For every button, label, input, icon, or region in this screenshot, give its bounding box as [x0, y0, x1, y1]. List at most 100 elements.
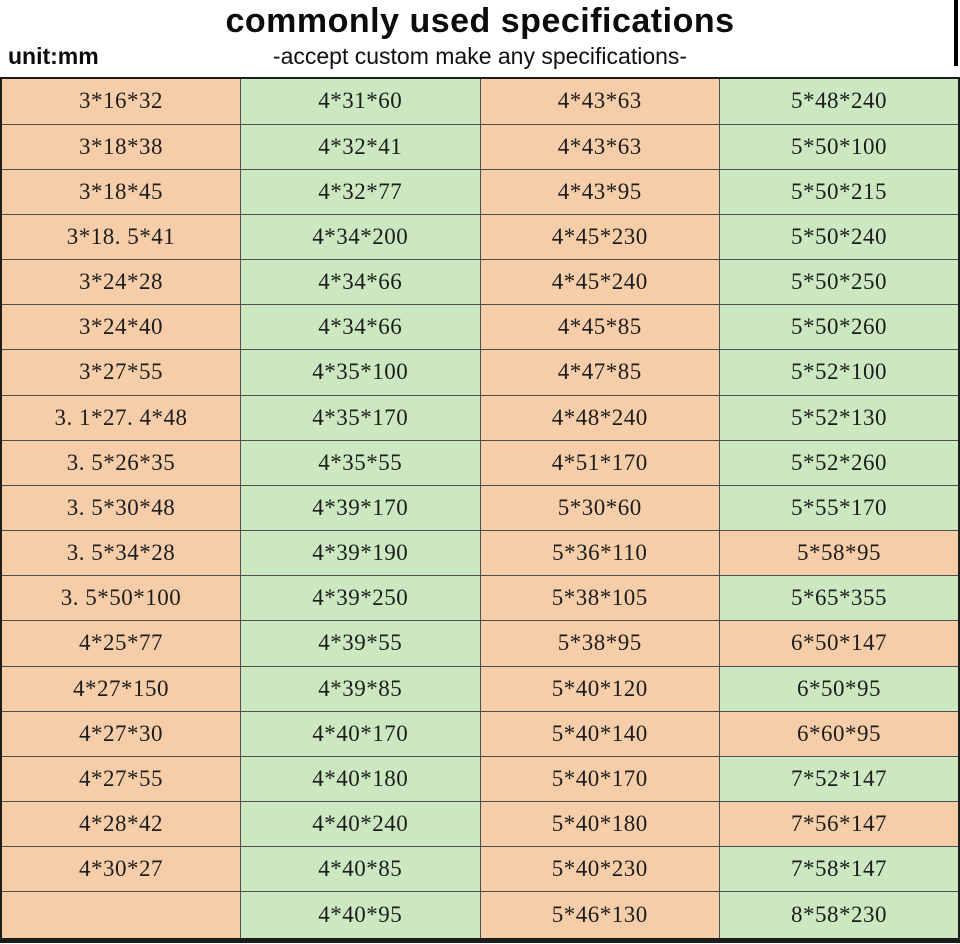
- table-row: 3*24*28 4*34*66 4*45*240 5*50*250: [0, 259, 960, 306]
- spec-cell: 4*39*190: [240, 530, 481, 577]
- spec-cell: 3*18*45: [0, 168, 241, 215]
- spec-cell: 3. 1*27. 4*48: [0, 394, 241, 441]
- spec-cell: 3*18. 5*41: [0, 213, 241, 261]
- table-row: 3*27*55 4*35*100 4*47*85 5*52*100: [0, 349, 960, 396]
- spec-cell: 3*24*28: [0, 259, 241, 306]
- spec-cell: 5*58*95: [719, 530, 960, 577]
- spec-cell: 4*27*55: [0, 755, 241, 803]
- header-edge-line: [954, 0, 958, 66]
- table-row: 3. 5*34*28 4*39*190 5*36*110 5*58*95: [0, 530, 960, 577]
- spec-cell: 3*27*55: [0, 349, 241, 396]
- spec-cell: 5*46*130: [479, 891, 720, 941]
- table-row: 4*40*95 5*46*130 8*58*230: [0, 891, 960, 941]
- spec-cell: 5*50*250: [719, 259, 960, 306]
- table-row: 3. 5*50*100 4*39*250 5*38*105 5*65*355: [0, 575, 960, 622]
- spec-cell: 6*50*147: [719, 620, 960, 667]
- table-row: 3. 5*30*48 4*39*170 5*30*60 5*55*170: [0, 484, 960, 532]
- table-row: 3*16*32 4*31*60 4*43*63 5*48*240: [0, 77, 960, 125]
- spec-cell: 4*32*77: [240, 168, 481, 215]
- spec-cell: 4*30*27: [0, 846, 241, 893]
- table-row: 4*25*77 4*39*55 5*38*95 6*50*147: [0, 620, 960, 667]
- spec-cell: 4*39*170: [240, 484, 481, 532]
- spec-cell: 4*34*200: [240, 213, 481, 261]
- spec-cell: 5*40*120: [479, 665, 720, 712]
- spec-cell: 4*43*63: [479, 123, 720, 170]
- spec-cell: 5*40*140: [479, 710, 720, 757]
- spec-cell: 4*48*240: [479, 394, 720, 441]
- spec-cell: 5*30*60: [479, 484, 720, 532]
- spec-cell: 6*60*95: [719, 710, 960, 757]
- spec-cell: 4*27*150: [0, 665, 241, 712]
- spec-cell: 4*35*100: [240, 349, 481, 396]
- spec-cell: 7*58*147: [719, 846, 960, 893]
- unit-label: unit:mm: [8, 43, 99, 69]
- table-row: 3*18*38 4*32*41 4*43*63 5*50*100: [0, 123, 960, 170]
- spec-cell: 4*45*85: [479, 304, 720, 351]
- spec-cell: 4*39*250: [240, 575, 481, 622]
- table-row: 4*27*55 4*40*180 5*40*170 7*52*147: [0, 755, 960, 803]
- spec-cell: 5*50*240: [719, 213, 960, 261]
- spec-cell: 4*40*170: [240, 710, 481, 757]
- spec-cell: 5*36*110: [479, 530, 720, 577]
- spec-cell: 4*39*85: [240, 665, 481, 712]
- spec-cell: 5*48*240: [719, 77, 960, 125]
- spec-cell: 3*24*40: [0, 304, 241, 351]
- spec-cell: 5*52*260: [719, 439, 960, 486]
- spec-cell: 4*27*30: [0, 710, 241, 757]
- spec-cell: 4*31*60: [240, 77, 481, 125]
- spec-cell: 4*34*66: [240, 259, 481, 306]
- table-row: 4*30*27 4*40*85 5*40*230 7*58*147: [0, 846, 960, 893]
- spec-cell: 4*40*85: [240, 846, 481, 893]
- spec-cell: 4*35*170: [240, 394, 481, 441]
- spec-cell: 4*28*42: [0, 801, 241, 848]
- spec-cell: 3*18*38: [0, 123, 241, 170]
- table-row: 4*28*42 4*40*240 5*40*180 7*56*147: [0, 801, 960, 848]
- spec-cell: 4*47*85: [479, 349, 720, 396]
- table-row: 3. 5*26*35 4*35*55 4*51*170 5*52*260: [0, 439, 960, 486]
- page-subtitle: -accept custom make any specifications-: [272, 43, 688, 69]
- table-row: 4*27*150 4*39*85 5*40*120 6*50*95: [0, 665, 960, 712]
- spec-cell: 5*38*95: [479, 620, 720, 667]
- table-row: 3*18*45 4*32*77 4*43*95 5*50*215: [0, 168, 960, 215]
- spec-cell: 4*40*95: [240, 891, 481, 941]
- spec-cell: 5*40*170: [479, 755, 720, 803]
- spec-cell: 4*43*63: [479, 77, 720, 125]
- spec-cell: 3*16*32: [0, 77, 241, 125]
- spec-cell: 4*51*170: [479, 439, 720, 486]
- spec-cell: 4*35*55: [240, 439, 481, 486]
- spec-cell: 5*40*180: [479, 801, 720, 848]
- spec-cell: 4*34*66: [240, 304, 481, 351]
- spec-cell: 4*45*230: [479, 213, 720, 261]
- table-row: 3*24*40 4*34*66 4*45*85 5*50*260: [0, 304, 960, 351]
- spec-cell: 4*43*95: [479, 168, 720, 215]
- spec-cell: 3. 5*30*48: [0, 484, 241, 532]
- spec-cell: 3. 5*50*100: [0, 575, 241, 622]
- table-row: 3. 1*27. 4*48 4*35*170 4*48*240 5*52*130: [0, 394, 960, 441]
- spec-cell: 6*50*95: [719, 665, 960, 712]
- spec-table-body: 3*16*32 4*31*60 4*43*63 5*48*240 3*18*38 4*32…: [0, 77, 960, 941]
- spec-cell: 7*52*147: [719, 755, 960, 803]
- spec-cell: 7*56*147: [719, 801, 960, 848]
- spec-cell: 4*32*41: [240, 123, 481, 170]
- spec-cell: 4*40*240: [240, 801, 481, 848]
- page-title: commonly used specifications: [225, 2, 735, 40]
- spec-cell: [0, 891, 241, 941]
- spec-cell: 4*39*55: [240, 620, 481, 667]
- spec-cell: 3. 5*34*28: [0, 530, 241, 577]
- spec-cell: 5*40*230: [479, 846, 720, 893]
- spec-cell: 4*40*180: [240, 755, 481, 803]
- spec-table: 3*16*32 4*31*60 4*43*63 5*48*240 3*18*38 4*32…: [0, 77, 960, 943]
- table-row: 4*27*30 4*40*170 5*40*140 6*60*95: [0, 710, 960, 757]
- spec-cell: 5*50*260: [719, 304, 960, 351]
- spec-cell: 5*38*105: [479, 575, 720, 622]
- spec-cell: 5*52*100: [719, 349, 960, 396]
- page-header: commonly used specifications -accept cus…: [0, 0, 960, 77]
- spec-cell: 5*50*100: [719, 123, 960, 170]
- spec-cell: 5*65*355: [719, 575, 960, 622]
- spec-cell: 3. 5*26*35: [0, 439, 241, 486]
- spec-cell: 8*58*230: [719, 891, 960, 941]
- spec-cell: 4*25*77: [0, 620, 241, 667]
- spec-cell: 5*55*170: [719, 484, 960, 532]
- table-row: 3*18. 5*41 4*34*200 4*45*230 5*50*240: [0, 213, 960, 261]
- spec-cell: 5*50*215: [719, 168, 960, 215]
